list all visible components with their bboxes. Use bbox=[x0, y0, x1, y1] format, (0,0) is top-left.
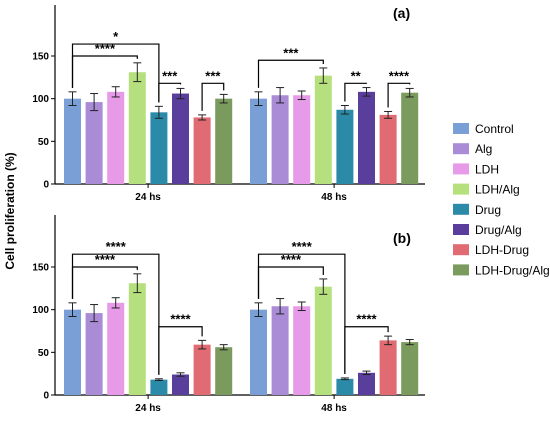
significance-stars: ** bbox=[351, 68, 362, 83]
legend-label-alg: Alg bbox=[475, 142, 492, 156]
bar-ldh-drug-alg-48-hs bbox=[401, 92, 419, 184]
bar-alg-48-hs bbox=[271, 306, 289, 395]
bar-control-24-hs bbox=[64, 309, 81, 395]
bar-ldh-drug-alg-48-hs bbox=[401, 342, 419, 395]
legend-swatch-ldh-drug bbox=[453, 244, 469, 256]
significance-bracket bbox=[387, 82, 411, 108]
x-tick-label: 24 hs bbox=[135, 192, 161, 203]
significance-bracket bbox=[71, 55, 138, 88]
y-tick-label: 50 bbox=[38, 137, 50, 148]
significance-bracket bbox=[344, 326, 389, 374]
y-tick-label: 150 bbox=[32, 52, 49, 63]
bar-control-24-hs bbox=[64, 98, 81, 184]
y-tick-label: 0 bbox=[43, 391, 49, 402]
legend-swatch-ldh-alg bbox=[453, 183, 469, 195]
bar-drug-24-hs bbox=[150, 379, 168, 395]
legend-label-ldh-drug: LDH-Drug bbox=[475, 243, 529, 257]
significance-bracket bbox=[257, 266, 324, 299]
significance-stars: *** bbox=[162, 68, 178, 83]
bar-ldh-alg-48-hs bbox=[314, 75, 332, 184]
bar-ldh-24-hs bbox=[107, 302, 125, 395]
significance-bracket bbox=[344, 82, 368, 102]
y-tick-label: 150 bbox=[32, 263, 49, 274]
y-tick-label: 0 bbox=[43, 180, 49, 191]
bar-alg-24-hs bbox=[85, 313, 103, 395]
legend-swatch-alg bbox=[453, 143, 469, 155]
legend-swatch-control bbox=[453, 123, 469, 134]
legend-label-ldh-alg: LDH/Alg bbox=[475, 183, 520, 197]
legend-label-ldh-drug-alg: LDH-Drug/Alg bbox=[475, 263, 550, 277]
legend: Control Alg LDH LDH/Alg Drug Drug/Alg LDH-Drug… bbox=[453, 122, 550, 277]
bar-ldh-alg-24-hs bbox=[128, 283, 146, 395]
y-axis-label: Cell proliferation (%) bbox=[3, 152, 17, 269]
bar-drug-48-hs bbox=[336, 109, 354, 184]
legend-swatch-ldh bbox=[453, 163, 469, 175]
bar-ldh-drug-alg-24-hs bbox=[215, 347, 233, 395]
bar-ldh-drug-24-hs bbox=[193, 344, 211, 395]
bar-drug-48-hs bbox=[336, 378, 354, 395]
bar-ldh-drug-48-hs bbox=[379, 114, 397, 184]
bar-ldh-drug-48-hs bbox=[379, 340, 397, 395]
bar-ldh-48-hs bbox=[293, 95, 311, 184]
legend-label-drug-alg: Drug/Alg bbox=[475, 223, 522, 237]
bar-drug-24-hs bbox=[150, 112, 168, 184]
significance-bracket bbox=[158, 326, 203, 375]
significance-stars: * bbox=[113, 29, 119, 44]
legend-swatch-drug bbox=[453, 203, 469, 215]
legend-label-ldh: LDH bbox=[475, 162, 499, 176]
panel-label: (b) bbox=[393, 230, 411, 246]
bar-ldh-48-hs bbox=[293, 306, 311, 395]
significance-bracket bbox=[71, 266, 138, 299]
significance-bracket bbox=[201, 82, 225, 111]
significance-stars: *** bbox=[283, 45, 299, 60]
x-tick-label: 48 hs bbox=[321, 403, 347, 414]
bar-ldh-drug-alg-24-hs bbox=[215, 98, 233, 184]
significance-stars: **** bbox=[389, 68, 410, 83]
significance-stars: **** bbox=[170, 312, 191, 327]
legend-swatch-ldh-drug-alg bbox=[453, 264, 469, 276]
significance-stars: **** bbox=[281, 252, 302, 267]
bar-drug-alg-24-hs bbox=[172, 93, 189, 184]
bar-alg-24-hs bbox=[85, 102, 103, 184]
x-tick-label: 48 hs bbox=[321, 192, 347, 203]
bar-drug-alg-48-hs bbox=[358, 91, 375, 184]
significance-stars: **** bbox=[106, 239, 127, 254]
bar-drug-alg-24-hs bbox=[172, 374, 189, 395]
legend-label-control: Control bbox=[475, 122, 514, 136]
y-tick-label: 100 bbox=[32, 305, 49, 316]
significance-stars: **** bbox=[95, 41, 116, 56]
bar-ldh-alg-24-hs bbox=[128, 72, 146, 184]
significance-stars: *** bbox=[205, 68, 221, 83]
significance-stars: **** bbox=[292, 239, 313, 254]
bar-alg-48-hs bbox=[271, 95, 289, 184]
bar-control-48-hs bbox=[250, 309, 267, 395]
y-tick-label: 100 bbox=[32, 94, 49, 105]
bar-drug-alg-48-hs bbox=[358, 372, 375, 395]
bar-ldh-drug-24-hs bbox=[193, 117, 211, 184]
bar-ldh-alg-48-hs bbox=[314, 286, 332, 395]
significance-stars: **** bbox=[356, 312, 377, 327]
significance-stars: **** bbox=[95, 252, 116, 267]
significance-bracket bbox=[257, 59, 324, 88]
y-tick-label: 50 bbox=[38, 348, 50, 359]
legend-swatch-drug-alg bbox=[453, 224, 469, 235]
bar-ldh-24-hs bbox=[107, 91, 125, 184]
bar-control-48-hs bbox=[250, 98, 267, 184]
x-tick-label: 24 hs bbox=[135, 403, 161, 414]
panel-label: (a) bbox=[393, 5, 410, 21]
legend-label-drug: Drug bbox=[475, 203, 501, 217]
significance-bracket bbox=[158, 82, 182, 103]
